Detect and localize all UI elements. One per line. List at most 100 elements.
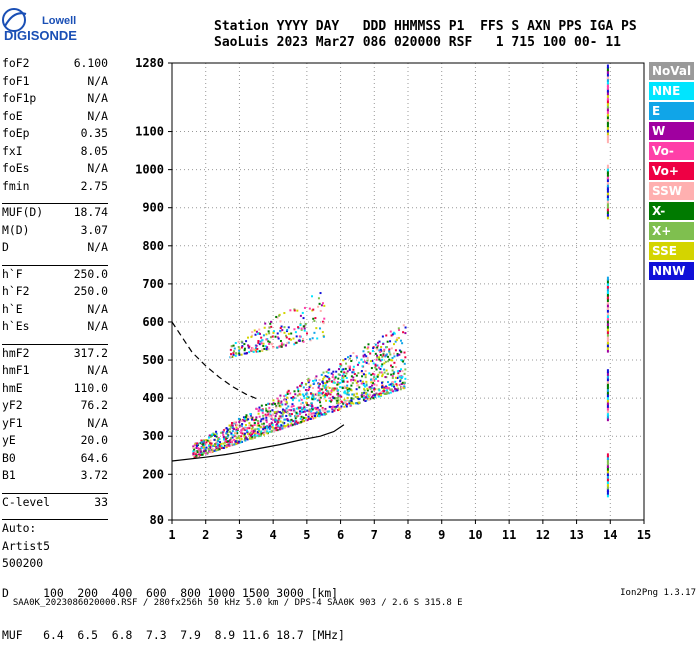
echo-point xyxy=(275,412,278,415)
x-tick-label: 2 xyxy=(202,528,209,542)
echo-point xyxy=(391,333,394,336)
echo-point xyxy=(253,430,256,433)
echo-point xyxy=(279,327,282,330)
echo-point xyxy=(350,397,353,400)
echo-point xyxy=(292,395,295,398)
echo-point xyxy=(403,372,406,375)
echo-point xyxy=(256,347,259,350)
echo-point xyxy=(200,452,203,455)
echo-point xyxy=(385,346,388,349)
echo-point xyxy=(298,406,301,409)
header-line2: SaoLuis 2023 Mar27 086 020000 RSF 1 715 … xyxy=(214,35,621,50)
echo-point xyxy=(269,423,272,426)
echo-point xyxy=(606,215,609,220)
echo-point xyxy=(196,454,199,457)
echo-point xyxy=(395,339,398,342)
echo-point xyxy=(274,402,277,405)
echo-point xyxy=(397,327,400,330)
echo-point xyxy=(315,375,318,378)
echo-point xyxy=(324,395,327,398)
echo-point xyxy=(375,384,378,387)
echo-point xyxy=(606,345,609,350)
echo-point xyxy=(312,308,315,311)
echo-point xyxy=(259,420,262,423)
echo-point xyxy=(384,376,387,379)
echo-point xyxy=(316,337,319,340)
echo-point xyxy=(349,404,352,407)
echo-point xyxy=(321,380,324,383)
echo-point xyxy=(307,417,310,420)
echo-point xyxy=(374,396,377,399)
echo-point xyxy=(199,450,202,453)
echo-point xyxy=(285,336,288,339)
echo-point xyxy=(305,397,308,400)
echo-point xyxy=(354,395,357,398)
echo-point xyxy=(205,439,208,442)
echo-point xyxy=(270,421,273,424)
echo-point xyxy=(283,399,286,402)
echo-point xyxy=(393,371,396,374)
echo-point xyxy=(382,390,385,393)
param-label: h`F xyxy=(2,266,23,281)
echo-point xyxy=(606,139,609,144)
echo-point xyxy=(375,368,378,371)
echo-point xyxy=(382,388,385,391)
echo-point xyxy=(267,426,270,429)
echo-point xyxy=(322,302,325,305)
echo-point xyxy=(391,389,394,392)
echo-point xyxy=(248,422,251,425)
echo-point xyxy=(239,431,242,434)
echo-point xyxy=(606,382,609,387)
echo-point xyxy=(200,453,203,456)
param-row: h`F2 250.0 xyxy=(2,283,108,301)
echo-point xyxy=(369,387,372,390)
echo-point xyxy=(346,386,349,389)
echo-point xyxy=(265,409,268,412)
echo-point xyxy=(314,393,317,396)
echo-point xyxy=(212,433,215,436)
echo-point xyxy=(248,351,251,354)
echo-point xyxy=(237,417,240,420)
echo-point xyxy=(319,401,322,404)
legend-entry: Vo+ xyxy=(649,162,694,180)
echo-point xyxy=(247,344,250,347)
echo-point xyxy=(257,428,260,431)
echo-point xyxy=(238,353,241,356)
echo-point xyxy=(265,428,268,431)
echo-point xyxy=(237,440,240,443)
echo-point xyxy=(230,440,233,443)
param-value: 6.100 xyxy=(73,56,108,70)
echo-point xyxy=(386,340,389,343)
echo-point xyxy=(308,387,311,390)
echo-point xyxy=(322,335,325,338)
echo-point xyxy=(343,386,346,389)
param-row: C-level 33 xyxy=(2,492,108,512)
echo-point xyxy=(216,447,219,450)
echo-point xyxy=(362,354,365,357)
echo-point xyxy=(398,375,401,378)
echo-point xyxy=(286,402,289,405)
echo-point xyxy=(262,425,265,428)
echo-point xyxy=(236,440,239,443)
echo-point xyxy=(204,450,207,453)
echo-point xyxy=(225,432,228,435)
echo-point xyxy=(224,437,227,440)
muf-table-row-distance: D 100 200 400 600 800 1000 1500 3000 [km… xyxy=(2,586,339,600)
echo-point xyxy=(277,417,280,420)
echo-point xyxy=(269,322,272,325)
echo-point xyxy=(292,408,295,411)
echo-point xyxy=(606,401,609,406)
echo-point xyxy=(264,345,267,348)
echo-point xyxy=(362,394,365,397)
echo-point xyxy=(243,347,246,350)
echo-point xyxy=(333,387,336,390)
echo-point xyxy=(342,379,345,382)
echo-point xyxy=(606,321,609,326)
echo-point xyxy=(606,411,609,416)
echo-point xyxy=(350,402,353,405)
echo-point xyxy=(400,368,403,371)
echo-point xyxy=(310,402,313,405)
echo-point xyxy=(287,425,290,428)
echo-point xyxy=(404,368,407,371)
echo-point xyxy=(360,370,363,373)
